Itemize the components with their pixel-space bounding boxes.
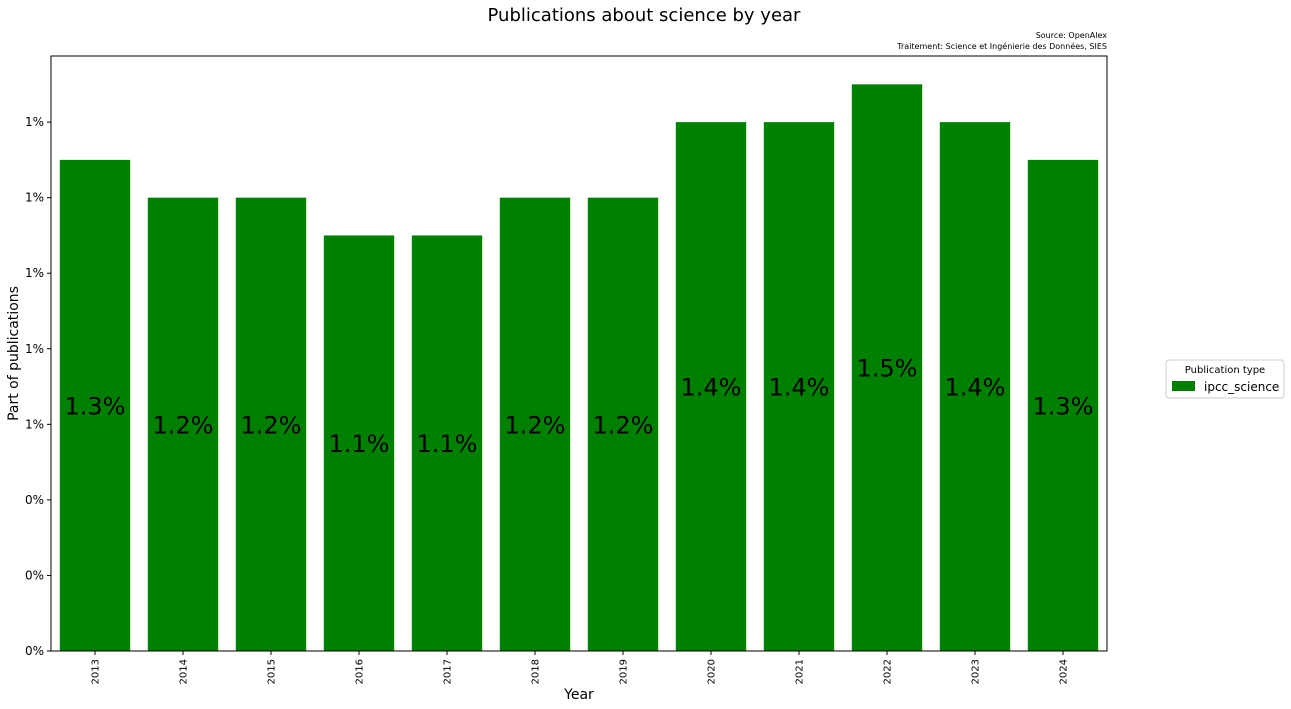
bar-2013 bbox=[59, 159, 131, 651]
bar-label-2015: 1.2% bbox=[241, 411, 302, 439]
bar-2024 bbox=[1027, 159, 1099, 651]
source-line: Source: OpenAlex bbox=[1036, 31, 1108, 40]
y-tick-label: 1% bbox=[25, 266, 44, 280]
bar-2023 bbox=[939, 122, 1011, 652]
x-tick-label-2015: 2015 bbox=[267, 659, 278, 684]
legend-entry-ipcc-science: ipcc_science bbox=[1204, 380, 1279, 394]
x-tick-label-2018: 2018 bbox=[531, 659, 542, 684]
y-tick-label: 1% bbox=[25, 417, 44, 431]
x-tick-label-2024: 2024 bbox=[1059, 659, 1070, 684]
y-tick-label: 0% bbox=[25, 644, 44, 658]
bar-label-2021: 1.4% bbox=[769, 374, 830, 402]
bar-2014 bbox=[147, 197, 219, 651]
x-tick-label-2020: 2020 bbox=[707, 659, 718, 684]
y-tick-label: 0% bbox=[25, 568, 44, 582]
legend: Publication type ipcc_science bbox=[1165, 359, 1285, 399]
bar-2016 bbox=[323, 235, 395, 651]
bar-2017 bbox=[411, 235, 483, 651]
bar-2015 bbox=[235, 197, 307, 651]
bar-2020 bbox=[675, 122, 747, 652]
bar-label-2023: 1.4% bbox=[945, 374, 1006, 402]
bar-labels: 1.3% 1.2% 1.2% 1.1% 1.1% 1.2% 1.2% 1.4% 1.4% 1.5%… bbox=[65, 355, 1094, 459]
bar-label-2018: 1.2% bbox=[505, 411, 566, 439]
legend-box bbox=[1165, 359, 1285, 399]
chart-title: Publications about science by year bbox=[488, 5, 802, 26]
y-axis-label: Part of publications bbox=[6, 286, 22, 421]
y-tick-label: 1% bbox=[25, 115, 44, 129]
x-tick-label-2013: 2013 bbox=[91, 659, 102, 684]
bar-2021 bbox=[763, 122, 835, 652]
bar-label-2019: 1.2% bbox=[593, 411, 654, 439]
y-tick-label: 1% bbox=[25, 191, 44, 205]
plot-frame bbox=[50, 55, 1108, 652]
processing-line: Traitement: Science et Ingénierie des Do… bbox=[896, 41, 1107, 51]
x-tick-label-2017: 2017 bbox=[443, 659, 454, 684]
x-axis-label: Year bbox=[563, 687, 594, 703]
bar-label-2013: 1.3% bbox=[65, 392, 126, 420]
x-tick-label-2022: 2022 bbox=[883, 659, 894, 684]
x-tick-label-2019: 2019 bbox=[619, 659, 630, 684]
bar-label-2017: 1.1% bbox=[417, 430, 478, 458]
y-tick-label: 1% bbox=[25, 342, 44, 356]
x-tick-label-2021: 2021 bbox=[795, 659, 806, 684]
bar-label-2016: 1.1% bbox=[329, 430, 390, 458]
bar-2019 bbox=[587, 197, 659, 651]
bar-label-2020: 1.4% bbox=[681, 374, 742, 402]
x-tick-label-2014: 2014 bbox=[179, 659, 190, 684]
bar-2022 bbox=[851, 84, 923, 652]
bar-label-2022: 1.5% bbox=[857, 355, 918, 383]
legend-title: Publication type bbox=[1185, 365, 1265, 376]
x-axis-ticks: 2013 2014 2015 2016 2017 2018 2019 2020 2021 2022… bbox=[91, 651, 1070, 684]
bars bbox=[59, 84, 1099, 652]
bar-label-2014: 1.2% bbox=[153, 411, 214, 439]
bar-label-2024: 1.3% bbox=[1033, 392, 1094, 420]
legend-swatch-ipcc-science bbox=[1172, 381, 1195, 391]
x-tick-label-2016: 2016 bbox=[355, 659, 366, 684]
bar-2018 bbox=[499, 197, 571, 651]
y-axis-ticks: 0% 0% 0% 1% 1% 1% 1% 1% bbox=[25, 115, 51, 658]
y-tick-label: 0% bbox=[25, 493, 44, 507]
x-tick-label-2023: 2023 bbox=[971, 659, 982, 684]
